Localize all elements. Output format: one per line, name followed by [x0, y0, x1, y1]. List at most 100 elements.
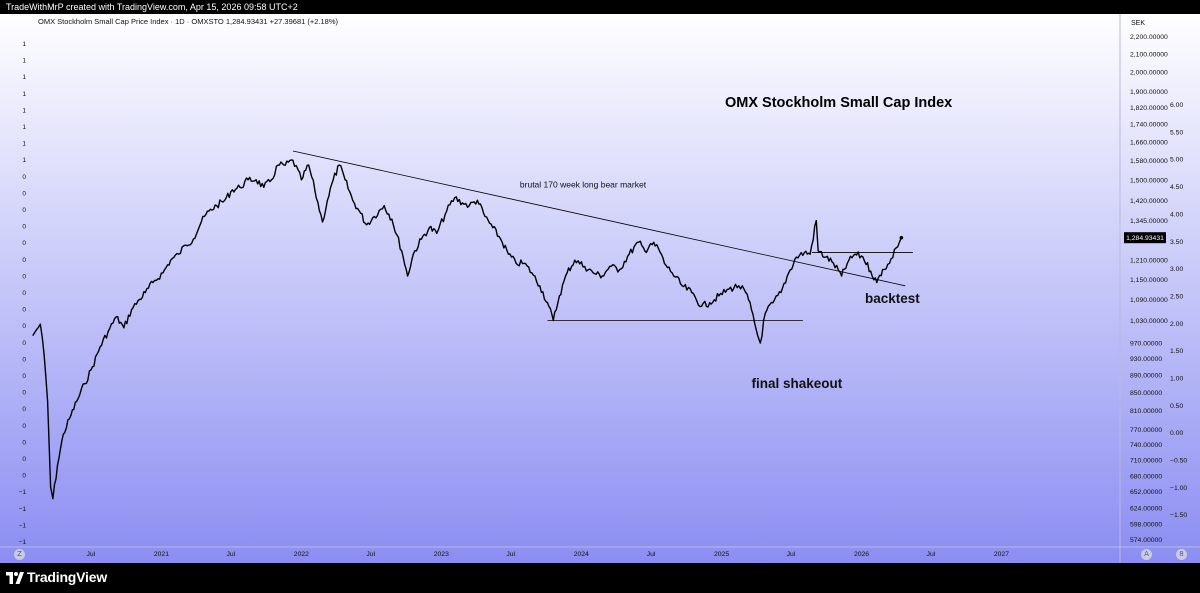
left-tick-label: 0 — [22, 423, 26, 430]
scroll-left-icon[interactable]: Z — [14, 549, 25, 560]
price-tick-label: 1,090.00000 — [1130, 297, 1168, 304]
time-tick-label: Jul — [87, 551, 96, 558]
left-tick-label: −1 — [19, 522, 27, 529]
price-point — [846, 262, 848, 264]
price-point — [546, 302, 549, 304]
price-tick-label: 1,500.00000 — [1130, 177, 1168, 184]
price-point — [84, 383, 86, 385]
last-price-label: 1,284.93431 — [1126, 235, 1164, 242]
price-tick-label: 1,740.00000 — [1130, 122, 1168, 129]
price-point — [208, 210, 210, 212]
footer: TradingView — [0, 563, 1200, 593]
price-point — [107, 330, 109, 333]
price-point — [123, 327, 125, 329]
tradingview-logo-icon — [6, 572, 24, 584]
price-point — [832, 262, 835, 264]
price-point — [270, 179, 273, 181]
left-tick-label: 0 — [22, 224, 26, 231]
secondary-tick-label: 3.50 — [1170, 239, 1183, 246]
price-chart[interactable]: OMX Stockholm Small Cap Price Index · 1D… — [0, 14, 1200, 563]
annotation-text: brutal 170 week long bear market — [520, 179, 647, 189]
price-point — [436, 232, 438, 234]
price-point — [574, 259, 576, 261]
price-point — [50, 486, 52, 488]
price-point — [39, 323, 41, 325]
price-axis: 2,200.00000 2,100.00000 2,000.00000 1,900.0… — [1130, 34, 1168, 544]
settings-icon[interactable]: 8 — [1176, 549, 1187, 560]
price-tick-label: 1,580.00000 — [1130, 158, 1168, 165]
time-tick-label: Jul — [366, 551, 375, 558]
left-tick-label: 0 — [22, 356, 26, 363]
price-point — [200, 221, 202, 223]
price-point — [476, 199, 478, 201]
price-point — [728, 288, 730, 290]
price-point — [62, 433, 64, 435]
left-tick-label: 0 — [22, 439, 26, 446]
chart-area[interactable]: OMX Stockholm Small Cap Price Index · 1D… — [0, 14, 1200, 563]
price-tick-label: 1,210.00000 — [1130, 258, 1168, 265]
price-point — [406, 275, 409, 277]
bear-trendline — [292, 150, 906, 287]
price-point — [255, 179, 257, 181]
chart-title: OMX Stockholm Small Cap Index — [725, 95, 952, 111]
price-point — [881, 269, 884, 271]
left-tick-label: −1 — [19, 539, 27, 546]
left-tick-label: 0 — [22, 240, 26, 247]
price-point — [401, 250, 403, 252]
price-tick-label: 890.00000 — [1130, 373, 1162, 380]
price-point — [373, 215, 375, 218]
secondary-tick-label: 5.00 — [1170, 157, 1183, 164]
price-tick-label: 770.00000 — [1130, 427, 1162, 434]
price-point — [428, 227, 431, 229]
time-tick-label: 2025 — [714, 551, 729, 558]
left-axis: 1 1 1 1 1 1 1 1 0 0 0 0 0 0 0 0 0 0 0 0 0 0 0 0 0 0 0 −1 −1 −1 −1 — [19, 41, 27, 546]
price-tick-label: 680.00000 — [1130, 473, 1162, 480]
left-tick-label: 1 — [22, 157, 26, 164]
currency-label: SEK — [1131, 20, 1145, 27]
price-point — [352, 199, 354, 201]
price-point — [300, 179, 302, 181]
price-point — [691, 291, 693, 294]
price-point — [788, 272, 790, 274]
left-tick-label: 0 — [22, 290, 26, 297]
price-point — [76, 400, 78, 402]
price-point — [35, 329, 38, 331]
price-point — [764, 312, 766, 314]
auto-scale-icon[interactable]: A — [1141, 549, 1152, 560]
price-point — [681, 285, 683, 287]
price-point — [745, 291, 747, 294]
price-point — [558, 295, 560, 297]
left-tick-label: 1 — [22, 41, 26, 48]
price-point — [738, 285, 740, 287]
price-point — [628, 253, 630, 255]
time-tick-label: 2024 — [574, 551, 589, 558]
time-tick-label: 2021 — [154, 551, 169, 558]
price-point — [817, 250, 819, 252]
secondary-tick-label: 1.50 — [1170, 348, 1183, 355]
secondary-tick-label: 4.50 — [1170, 184, 1183, 191]
price-point — [420, 238, 422, 240]
price-point — [638, 241, 640, 243]
price-point — [757, 334, 759, 336]
secondary-tick-label: 3.00 — [1170, 266, 1183, 273]
price-point — [338, 164, 340, 166]
secondary-tick-label: 1.00 — [1170, 375, 1183, 382]
price-tick-label: 574.00000 — [1130, 537, 1162, 544]
price-tick-label: 2,100.00000 — [1130, 51, 1168, 58]
price-point — [446, 210, 448, 212]
left-tick-label: 0 — [22, 406, 26, 413]
price-point — [52, 498, 54, 500]
last-price-marker: 1,284.93431 — [1124, 232, 1166, 244]
left-tick-label: −1 — [19, 506, 27, 513]
price-point — [609, 265, 611, 268]
secondary-tick-label: 2.50 — [1170, 293, 1183, 300]
price-point — [657, 247, 659, 249]
left-tick-label: 1 — [22, 91, 26, 98]
price-point — [344, 179, 346, 181]
left-tick-label: 0 — [22, 190, 26, 197]
left-tick-label: 1 — [22, 58, 26, 65]
price-point — [91, 366, 94, 368]
price-point — [515, 262, 517, 264]
price-point — [162, 272, 164, 274]
price-point — [332, 179, 334, 181]
